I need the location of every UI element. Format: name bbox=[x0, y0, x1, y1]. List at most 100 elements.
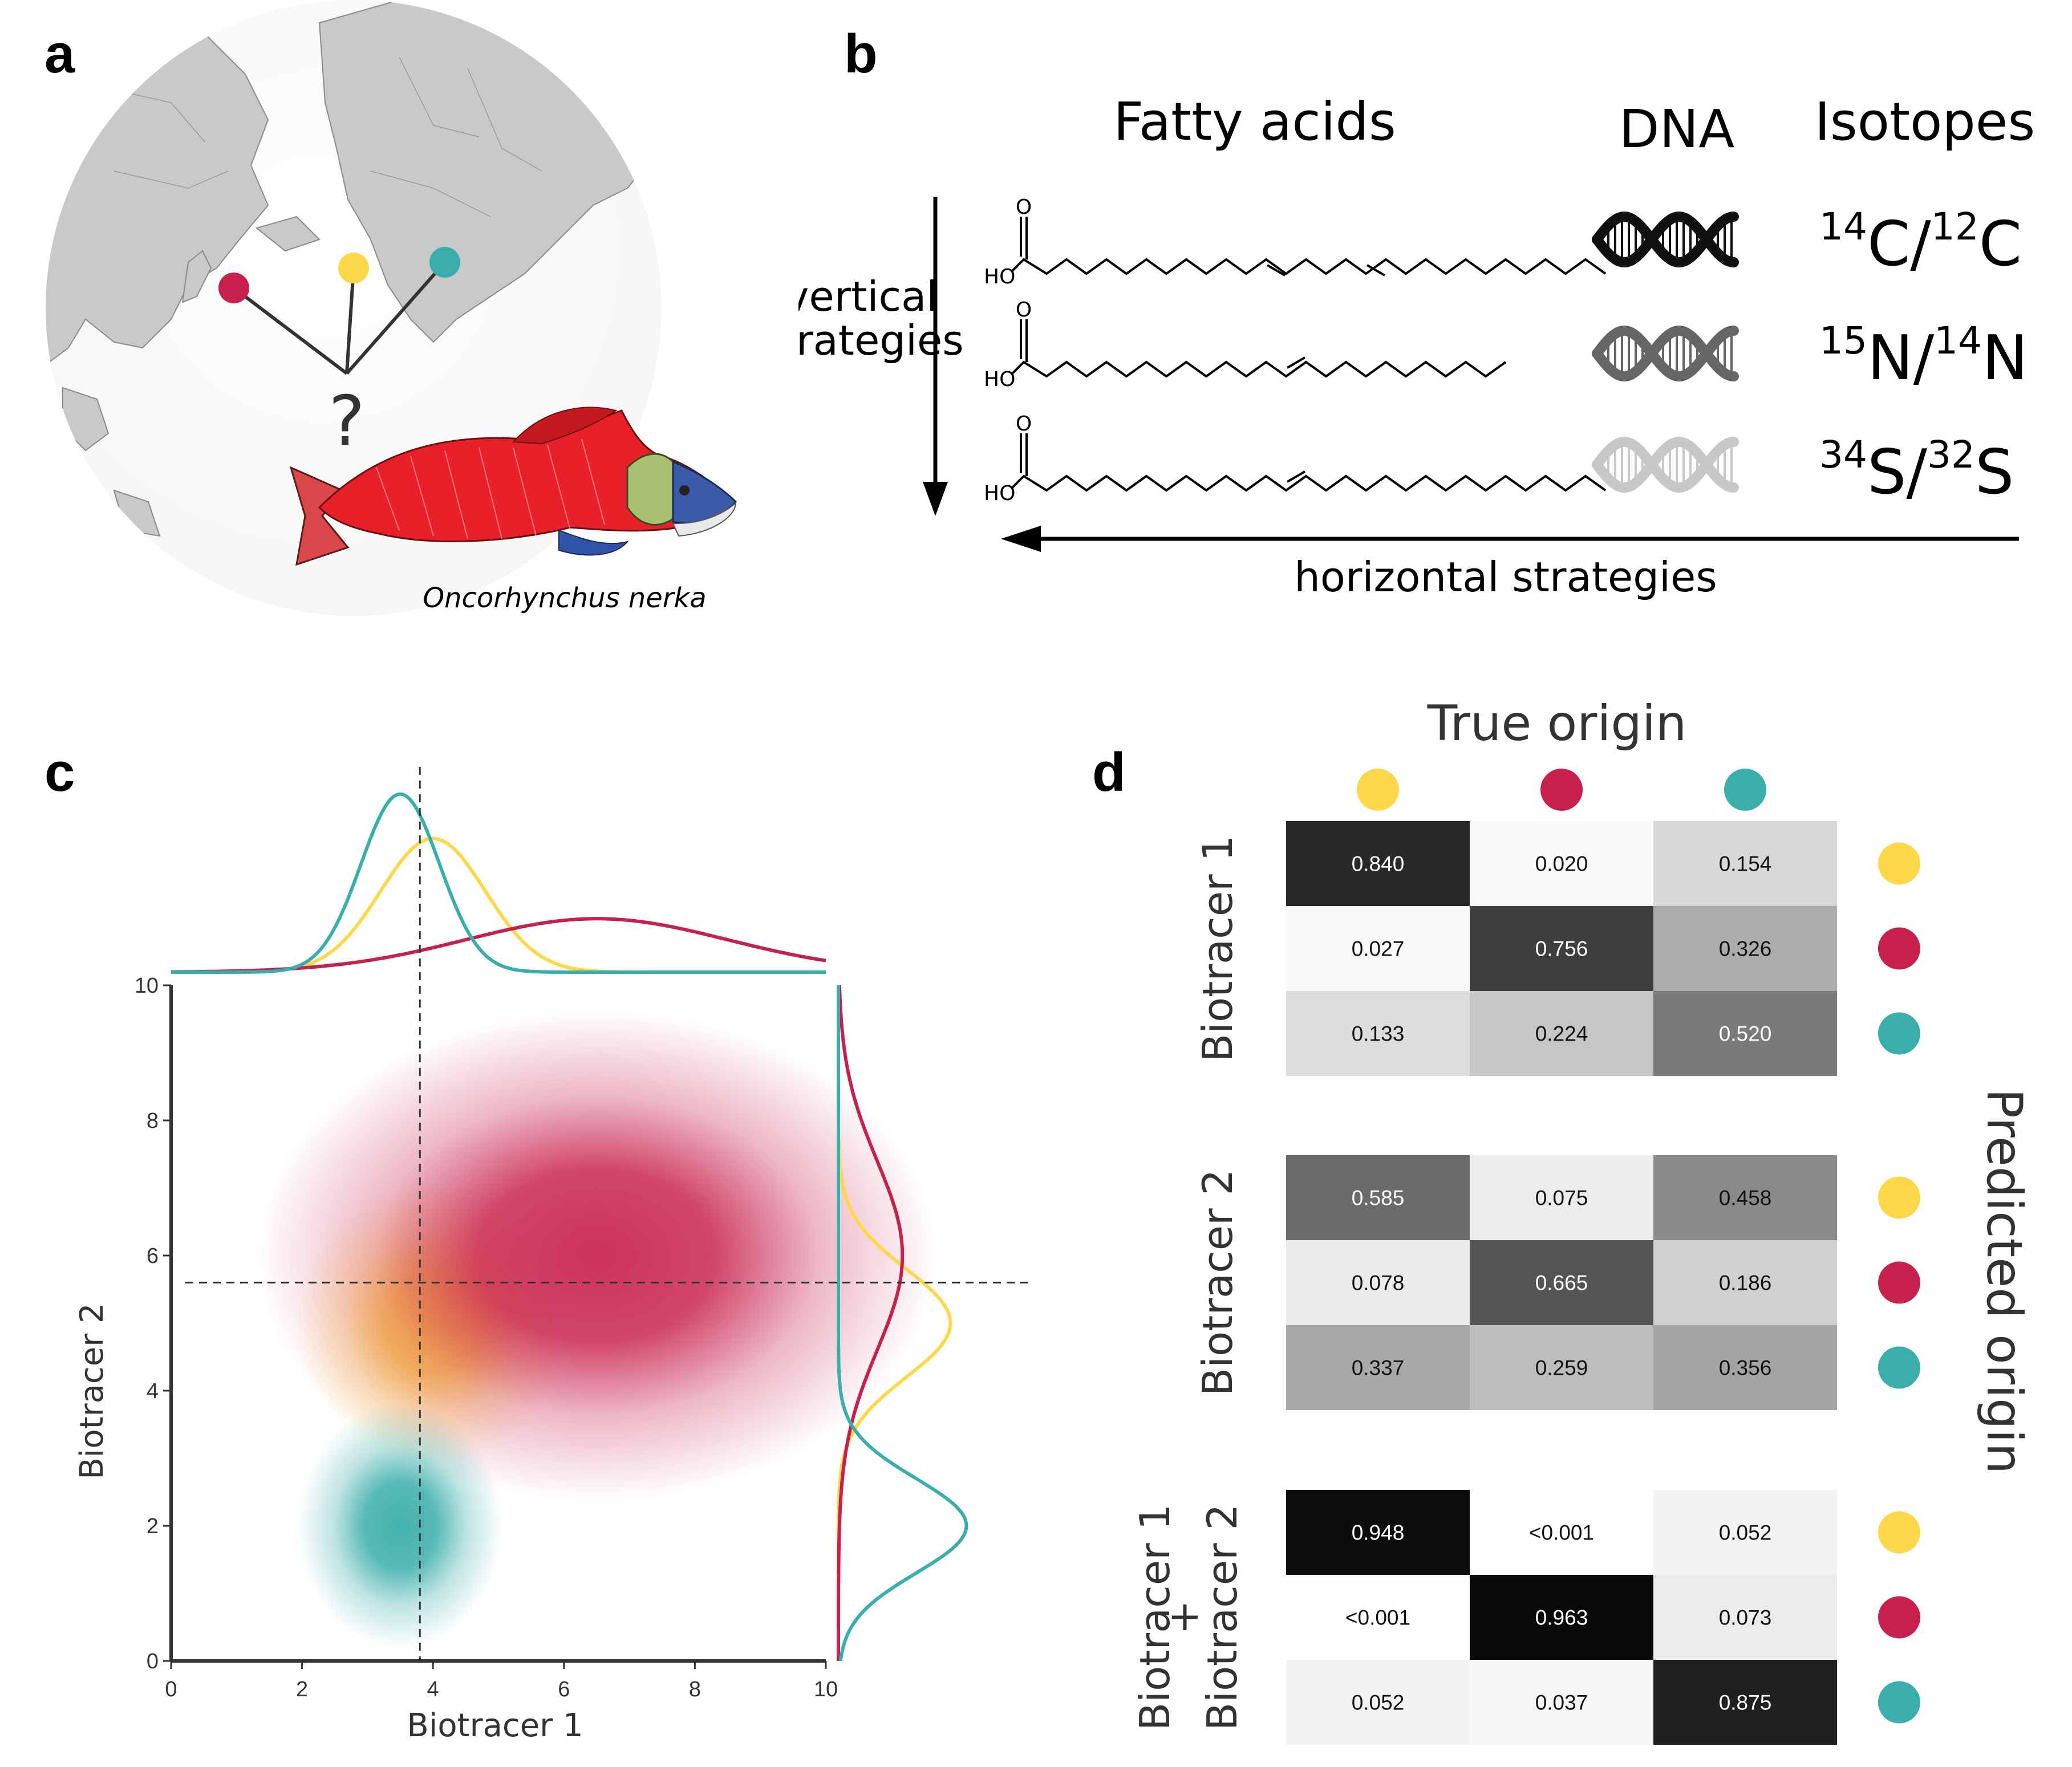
isotope-s: 34S/32S bbox=[1819, 433, 2014, 508]
matrix-cell-value: 0.078 bbox=[1352, 1272, 1405, 1295]
matrix-cell bbox=[1286, 1575, 1470, 1660]
dna-icons bbox=[1592, 211, 1739, 493]
matrix-cell bbox=[1470, 1660, 1653, 1745]
panel-a: ? Oncorhynchus nerka bbox=[46, 0, 737, 616]
matrix-cell bbox=[1286, 991, 1470, 1076]
matrix-cell bbox=[1470, 906, 1653, 991]
density-teal bbox=[298, 1403, 502, 1649]
salmon-illustration bbox=[289, 407, 737, 566]
isotope-c: 14C/12C bbox=[1819, 205, 2022, 280]
x-density-teal bbox=[171, 792, 826, 974]
matrix-cell bbox=[1286, 821, 1470, 906]
fatty-acid-3 bbox=[1011, 433, 1607, 492]
greenland bbox=[592, 0, 662, 98]
matrix-cell bbox=[1286, 1325, 1470, 1410]
matrix-cell bbox=[1286, 1490, 1470, 1575]
observation-guides bbox=[185, 767, 1032, 1661]
predicted-origin-marker-red bbox=[1878, 1596, 1920, 1639]
y-density-red bbox=[837, 985, 905, 1661]
japan bbox=[181, 250, 212, 303]
matrix-cell bbox=[1470, 991, 1653, 1076]
panel-letter-a: a bbox=[44, 23, 75, 84]
panel-letter-d: d bbox=[1092, 742, 1126, 803]
matrix-cell bbox=[1653, 821, 1837, 906]
matrix-cell-value: 0.948 bbox=[1352, 1521, 1405, 1545]
horizontal-strategies-label: horizontal strategies bbox=[1294, 553, 1717, 601]
y-tick-label: 6 bbox=[147, 1244, 159, 1268]
y-axis-label: Biotracer 2 bbox=[74, 1303, 111, 1479]
x-tick-label: 8 bbox=[689, 1677, 701, 1701]
true-origin-marker-yellow bbox=[1357, 769, 1399, 811]
alaska-chain bbox=[255, 216, 321, 252]
x-tick-label: 4 bbox=[427, 1677, 439, 1701]
dna-icon-1 bbox=[1592, 211, 1739, 268]
matrix-cell-value: 0.052 bbox=[1352, 1691, 1405, 1715]
molecule-1-o: O bbox=[1016, 196, 1032, 219]
matrix-cell bbox=[1470, 1490, 1653, 1575]
matrix-cell-value: 0.052 bbox=[1719, 1521, 1772, 1545]
confusion-matrices: 0.840 0.020 0.154 0.027 0.756 0.326 0.133 0.224… bbox=[1131, 821, 1920, 1745]
panel-letter-c: c bbox=[44, 742, 75, 803]
matrix-cell bbox=[1470, 1240, 1653, 1325]
panel-d: True origin Predicted origin 0.840 0.020 0… bbox=[1131, 695, 2033, 1745]
matrix-cell-value: <0.001 bbox=[1529, 1521, 1594, 1545]
vertical-arrow-head bbox=[923, 482, 948, 516]
matrix-cell bbox=[1653, 1575, 1837, 1660]
density-blobs bbox=[256, 1009, 938, 1649]
fatty-acid-2 bbox=[1011, 319, 1507, 378]
predicted-origin-marker-teal bbox=[1878, 1346, 1920, 1389]
molecules bbox=[1011, 217, 1607, 492]
matrix-cell-value: 0.840 bbox=[1352, 852, 1405, 876]
true-origin-marker-teal bbox=[1724, 769, 1766, 811]
horizontal-arrow-head bbox=[1001, 526, 1041, 552]
y-tick-label: 4 bbox=[147, 1379, 159, 1403]
isotope-n: 15N/14N bbox=[1819, 319, 2028, 394]
matrix-cell-value: 0.665 bbox=[1535, 1272, 1588, 1295]
matrix-cell-value: 0.027 bbox=[1352, 937, 1405, 961]
matrix-cell-value: 0.756 bbox=[1535, 937, 1588, 961]
species-name: Oncorhynchus nerka bbox=[423, 582, 706, 614]
matrix-cell bbox=[1653, 1155, 1837, 1240]
y-tick-label: 8 bbox=[147, 1109, 159, 1133]
origin-marker-red bbox=[218, 273, 249, 303]
x-tick-label: 0 bbox=[165, 1677, 177, 1701]
matrix-block-1: 0.840 0.020 0.154 0.027 0.756 0.326 0.133 0.224… bbox=[1194, 821, 1920, 1076]
predicted-origin-marker-teal bbox=[1878, 1681, 1920, 1724]
true-origin-markers bbox=[1357, 769, 1766, 811]
panel-letter-b: b bbox=[844, 23, 878, 84]
true-origin-label: True origin bbox=[1427, 695, 1687, 752]
matrix-cell-value: 0.075 bbox=[1535, 1187, 1588, 1210]
matrix-cell bbox=[1653, 1325, 1837, 1410]
matrix-cell bbox=[1470, 1325, 1653, 1410]
predicted-origin-marker-red bbox=[1878, 1261, 1920, 1304]
molecule-1-ho: HO bbox=[984, 265, 1015, 289]
matrix-cell-value: 0.585 bbox=[1352, 1187, 1405, 1210]
molecule-3-o: O bbox=[1016, 412, 1032, 436]
predicted-origin-marker-yellow bbox=[1878, 1176, 1920, 1219]
matrix-cell bbox=[1286, 1660, 1470, 1745]
x-axis-label: Biotracer 1 bbox=[407, 1707, 583, 1744]
fatty-acid-1 bbox=[1011, 217, 1607, 277]
matrix-cell bbox=[1286, 906, 1470, 991]
molecule-2-ho: HO bbox=[984, 368, 1015, 391]
predicted-origin-marker-yellow bbox=[1878, 1511, 1920, 1554]
predicted-origin-marker-red bbox=[1878, 927, 1920, 970]
block-label: Biotracer 1 bbox=[1194, 835, 1242, 1062]
dna-icon-3 bbox=[1592, 436, 1739, 493]
origin-marker-yellow bbox=[338, 253, 369, 283]
matrix-cell-value: 0.259 bbox=[1535, 1356, 1588, 1380]
matrix-cell bbox=[1653, 906, 1837, 991]
dna-icon-2 bbox=[1592, 325, 1739, 382]
matrix-cell-value: 0.337 bbox=[1352, 1356, 1405, 1380]
matrix-cell bbox=[1653, 1490, 1837, 1575]
vertical-strategies-line2: strategies bbox=[798, 316, 964, 364]
matrix-cell-value: 0.458 bbox=[1719, 1187, 1772, 1210]
isotope-labels: 14C/12C 15N/14N 34S/32S bbox=[1819, 205, 2028, 508]
molecule-3-ho: HO bbox=[984, 482, 1015, 505]
y-tick-label: 10 bbox=[135, 974, 159, 998]
matrix-cell-value: <0.001 bbox=[1345, 1606, 1410, 1630]
matrix-cell-value: 0.963 bbox=[1535, 1606, 1588, 1630]
matrix-cell bbox=[1286, 1155, 1470, 1240]
x-tick-label: 6 bbox=[558, 1677, 570, 1701]
block-label-line2: Biotracer 2 bbox=[1198, 1504, 1246, 1731]
